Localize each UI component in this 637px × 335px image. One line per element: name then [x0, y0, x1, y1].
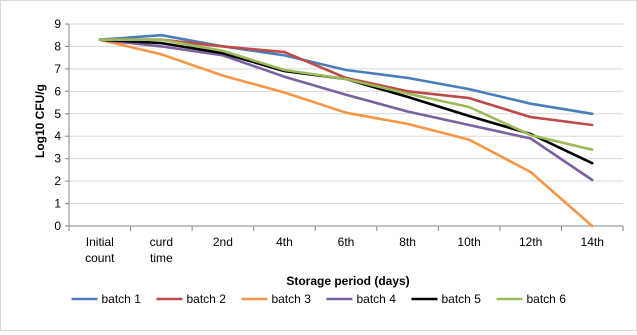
line-chart: 0 1 2 3 4 5 6 7 8 9 Initial count curd time 2nd 4th 6th… [33, 17, 624, 306]
x-tick-label: 2nd [213, 235, 233, 249]
y-tick-label: 7 [54, 62, 61, 76]
series-line-batch-1 [98, 33, 594, 116]
y-tick-label: 1 [54, 197, 61, 211]
legend-label: batch 1 [102, 292, 142, 306]
legend-label: batch 4 [357, 292, 397, 306]
x-tick-label: 4th [276, 235, 293, 249]
x-tick-label: curd time [150, 235, 173, 265]
y-tick-label: 9 [54, 17, 61, 31]
y-axis-title: Log10 CFU/g [33, 84, 47, 158]
series-lines [98, 33, 594, 228]
y-tick-label: 0 [54, 219, 61, 233]
x-tick-label: Initial count [85, 235, 115, 265]
legend-label: batch 2 [187, 292, 227, 306]
x-tick-label: 12th [519, 235, 542, 249]
y-tick-label: 6 [54, 84, 61, 98]
series-line-batch-6 [98, 38, 594, 151]
legend: batch 1 batch 2 batch 3 batch 4 batch 5 batch… [71, 292, 567, 306]
x-tick-label: 6th [338, 235, 355, 249]
legend-label: batch 5 [442, 292, 482, 306]
y-tick-label: 2 [54, 174, 61, 188]
x-axis-title: Storage period (days) [286, 274, 409, 288]
legend-label: batch 3 [272, 292, 312, 306]
series-line-batch-4 [98, 38, 594, 182]
x-tick-label: 8th [399, 235, 416, 249]
x-tick-label: 10th [457, 235, 480, 249]
y-tick-label: 3 [54, 152, 61, 166]
y-tick-label: 4 [54, 129, 61, 143]
axes [65, 23, 624, 231]
y-tick-label: 8 [54, 39, 61, 53]
series-line-batch-3 [98, 38, 594, 228]
y-tick-label: 5 [54, 107, 61, 121]
y-tick-labels: 0 1 2 3 4 5 6 7 8 9 [54, 17, 61, 233]
x-tick-labels: Initial count curd time 2nd 4th 6th 8th 10th 12th… [85, 235, 604, 265]
legend-label: batch 6 [527, 292, 567, 306]
x-tick-label: 14th [581, 235, 604, 249]
